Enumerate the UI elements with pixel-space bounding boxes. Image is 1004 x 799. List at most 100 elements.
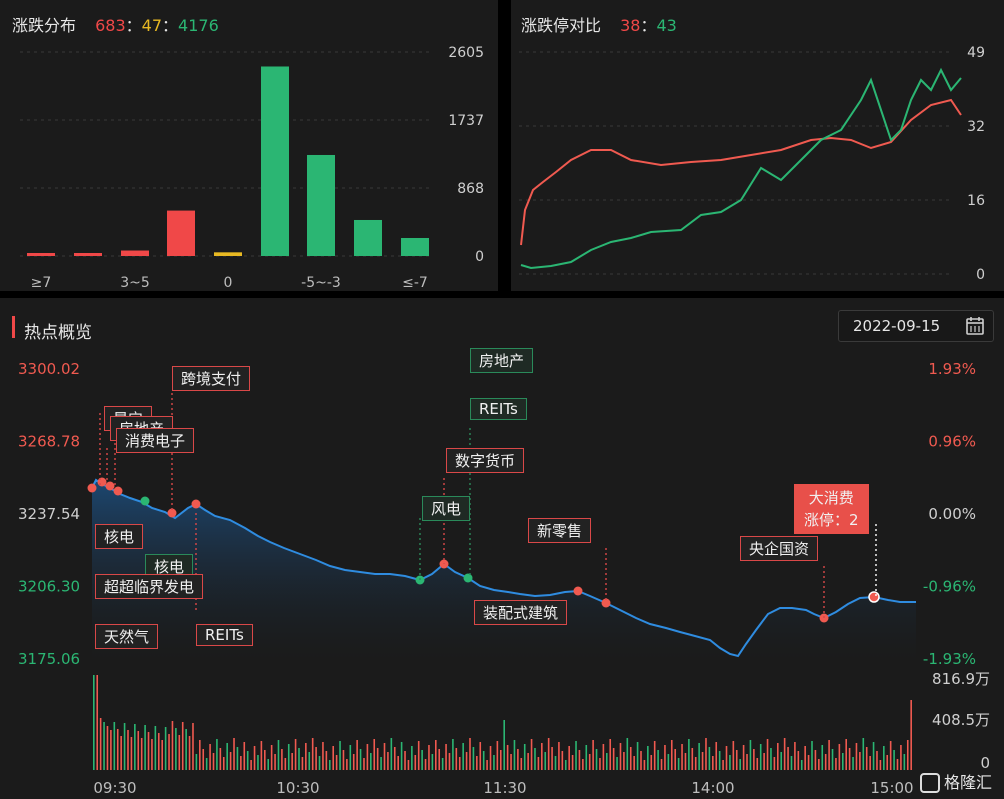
hotspot-tag[interactable]: 核电: [95, 524, 144, 549]
volume-bar: [759, 744, 762, 770]
volume-bar: [623, 752, 625, 770]
volume-bar: [298, 748, 300, 770]
volume-bar: [325, 751, 328, 770]
volume-bar: [670, 740, 673, 770]
event-dot: [167, 508, 177, 518]
volume-bar: [722, 760, 724, 770]
bar: [307, 154, 335, 256]
volume-bar: [181, 722, 184, 770]
hotspot-tag[interactable]: 消费电子: [116, 428, 195, 453]
hotspot-tag[interactable]: REITs: [470, 398, 527, 420]
event-dot: [105, 481, 115, 491]
down-count: 4176: [178, 16, 219, 35]
hotspot-tag[interactable]: 风电: [422, 496, 471, 521]
volume-bar: [606, 753, 608, 770]
volume-bar: [859, 752, 861, 770]
hotspot-tag[interactable]: 房地产: [470, 348, 534, 373]
highlight-tag[interactable]: 大消费 涨停：2: [794, 484, 869, 534]
pct-tick-label: -0.96%: [923, 578, 976, 596]
volume-bar: [168, 734, 170, 770]
y-tick-label: 32: [967, 119, 985, 135]
volume-bar: [140, 738, 143, 770]
volume-bar: [910, 700, 912, 770]
event-dot: [97, 477, 107, 487]
volume-bar: [106, 726, 109, 770]
volume-bar: [903, 754, 906, 770]
distribution-title-text: 涨跌分布: [12, 16, 77, 35]
hotspot-tag[interactable]: 央企国资: [740, 536, 819, 561]
volume-bar: [547, 738, 550, 770]
hotspot-tag[interactable]: 装配式建筑: [474, 600, 568, 625]
volume-bar: [749, 740, 752, 770]
volume-bar: [657, 750, 659, 770]
volume-bar: [561, 751, 564, 770]
hotspot-tag[interactable]: 天然气: [95, 624, 159, 649]
volume-bar: [185, 729, 187, 770]
y-tick-label: 0: [976, 267, 985, 283]
volume-bar: [134, 724, 136, 770]
volume-bar: [766, 739, 769, 770]
volume-bar: [883, 746, 885, 770]
volume-bar: [233, 738, 235, 770]
volume-bar: [729, 755, 731, 770]
x-tick-label: 3~5: [120, 275, 150, 291]
volume-bar: [175, 728, 177, 770]
volume-bar: [821, 745, 824, 770]
pct-tick-label: 1.93%: [928, 360, 976, 378]
volume-bar: [872, 742, 875, 770]
highlight-dot: [868, 591, 880, 603]
volume-bar: [311, 738, 314, 770]
hotspot-tag[interactable]: 跨境支付: [172, 366, 251, 391]
volume-bar: [99, 718, 102, 770]
volume-bar: [653, 741, 656, 770]
volume-bar: [629, 747, 632, 770]
price-tick-label: 3300.02: [18, 360, 80, 378]
y-tick-label: 16: [967, 193, 985, 209]
volume-bar: [469, 738, 471, 770]
intraday-chart: 3300.02 1.93% 3268.78 0.96% 3237.54 0.00% 3206…: [18, 360, 990, 797]
volume-bar: [893, 750, 895, 770]
volume-bar: [103, 722, 105, 770]
price-area: [92, 480, 916, 660]
volume-bar: [352, 754, 355, 770]
volume-bar: [886, 755, 889, 770]
hotspot-tag[interactable]: REITs: [196, 624, 253, 646]
volume-bar: [438, 749, 441, 770]
date-picker[interactable]: 2022-09-15: [838, 310, 994, 342]
volume-bar: [517, 749, 519, 770]
volume-bar: [472, 747, 475, 770]
volume-bar: [578, 750, 581, 770]
volume-bar: [636, 742, 639, 770]
hotspot-tag[interactable]: 超超临界发电: [95, 574, 204, 599]
volume-bar: [486, 760, 488, 770]
volume-bar: [787, 747, 789, 770]
sep: ：: [640, 16, 657, 35]
volume-bar: [660, 759, 663, 770]
watermark-text: 格隆汇: [943, 772, 992, 792]
volume-bar: [705, 738, 707, 770]
volume-bar: [732, 741, 735, 770]
calendar-icon[interactable]: [965, 316, 985, 336]
volume-bar: [592, 740, 594, 770]
volume-tick-label: 408.5万: [932, 711, 990, 729]
volume-bar: [202, 749, 205, 770]
volume-bar: [370, 753, 372, 770]
volume-bar: [667, 754, 670, 770]
volume-bar: [435, 740, 437, 770]
price-tick-label: 3237.54: [18, 505, 80, 523]
volume-bar: [171, 721, 174, 770]
bar: [121, 250, 149, 256]
volume-bar: [236, 747, 239, 770]
volume-bar: [411, 746, 413, 770]
hotspot-tag[interactable]: 数字货币: [446, 448, 525, 473]
volume-bar: [387, 752, 389, 770]
volume-bar: [376, 748, 379, 770]
date-value: 2022-09-15: [853, 317, 941, 335]
event-dot: [463, 573, 473, 583]
limit-title: 涨跌停对比 38：43: [521, 12, 677, 36]
hotspot-tag[interactable]: 新零售: [528, 518, 592, 543]
x-tick-label: ≥7: [31, 275, 52, 291]
volume-bar: [763, 753, 765, 770]
volume-bar: [800, 760, 803, 770]
volume-bar: [287, 744, 290, 770]
